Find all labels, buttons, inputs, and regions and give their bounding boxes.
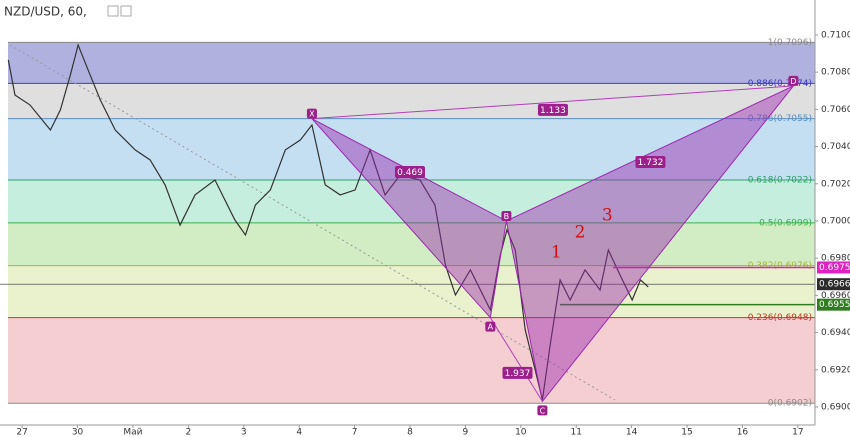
fib-label: 0.786(0.7055) (748, 114, 812, 124)
x-tick-label: 7 (352, 428, 358, 437)
fib-label: 0(0.6902) (768, 399, 812, 409)
fib-band (8, 42, 815, 84)
x-tick-label: 10 (515, 428, 527, 437)
wave-label: 1 (551, 242, 562, 262)
ratio-label: 1.937 (505, 369, 531, 379)
x-tick-label: 17 (792, 428, 803, 437)
ratio-label: 1.732 (638, 158, 664, 168)
fib-band (8, 317, 815, 404)
x-tick-label: 15 (681, 428, 692, 437)
x-tick-label: 16 (737, 428, 749, 437)
price-badge (817, 298, 850, 311)
y-tick-label: 0.7100 (821, 30, 850, 40)
pattern-point-label: D (790, 77, 796, 86)
y-tick-label: 0.7040 (821, 142, 850, 152)
ratio-label: 1.133 (540, 106, 566, 116)
ratio-badge (537, 103, 568, 116)
pattern-point-label: C (540, 406, 546, 415)
plot-area: 1(0.7096) 0.886(0.7074) 0.786(0.7055) 0.618… (0, 38, 815, 416)
x-tick-label: 27 (16, 428, 27, 437)
pattern-point-badge (306, 108, 317, 119)
pattern-point-label: B (504, 212, 510, 221)
wave-label: 2 (575, 223, 586, 243)
fib-label: 0.886(0.7074) (748, 79, 812, 89)
fib-band (8, 265, 815, 318)
fib-label: 0.382(0.6976) (748, 261, 812, 271)
x-tick-label: 11 (570, 428, 581, 437)
pattern-point-label: A (488, 323, 494, 332)
fib-label: 0.618(0.7022) (748, 176, 812, 186)
x-tick-label: 30 (72, 428, 84, 437)
x-tick-label: 4 (296, 428, 302, 437)
x-tick-label: 14 (626, 428, 638, 437)
fib-band (8, 180, 815, 223)
x-tick-label: Май (123, 428, 142, 437)
pattern-point-label: X (309, 110, 315, 119)
header-bg (0, 2, 104, 22)
price-badge-label: 0.6955 (819, 300, 850, 310)
ratio-label: 0.469 (397, 168, 423, 178)
y-tick-label: 0.6920 (821, 365, 850, 375)
wave-label: 3 (602, 205, 613, 225)
y-tick-label: 0.7080 (821, 68, 850, 78)
y-tick-label: 0.7020 (821, 179, 850, 189)
fib-label: 0.5(0.6999) (759, 218, 812, 228)
symbol-title: NZD/USD, 60, (4, 5, 87, 19)
icon-settings[interactable] (107, 5, 119, 17)
price-badge-label: 0.6966 (819, 280, 850, 290)
x-tick-label: 8 (407, 428, 413, 437)
x-tick-label: 9 (463, 428, 469, 437)
y-tick-label: 0.6940 (821, 328, 850, 338)
price-badge (817, 278, 850, 291)
x-tick-label: 2 (186, 428, 192, 437)
y-tick-label: 0.6980 (821, 254, 850, 264)
y-tick-label: 0.7000 (821, 216, 850, 226)
y-tick-label: 0.7060 (821, 105, 850, 115)
fib-label: 1(0.7096) (768, 38, 812, 48)
icon-close[interactable] (120, 5, 132, 17)
pattern-leg (311, 85, 794, 120)
pattern-point-badge (537, 405, 548, 416)
price-line (7, 43, 649, 401)
y-tick-label: 0.6900 (821, 402, 850, 412)
trend-line (9, 44, 616, 401)
pattern-point-badge (501, 210, 512, 221)
x-tick-label: 3 (241, 428, 247, 437)
ratio-badge (394, 166, 425, 179)
fib-band (8, 83, 815, 119)
pattern-triangle (505, 85, 794, 403)
ratio-badge (502, 366, 533, 379)
ratio-badge (635, 156, 666, 169)
price-badge-label: 0.6975 (819, 263, 850, 273)
fib-label: 0.236(0.6948) (748, 313, 812, 323)
price-badge (817, 261, 850, 274)
y-tick-label: 0.6960 (821, 291, 850, 301)
pattern-point-badge (788, 75, 799, 86)
pattern-leg (489, 317, 543, 402)
pattern-point-badge (485, 321, 496, 332)
